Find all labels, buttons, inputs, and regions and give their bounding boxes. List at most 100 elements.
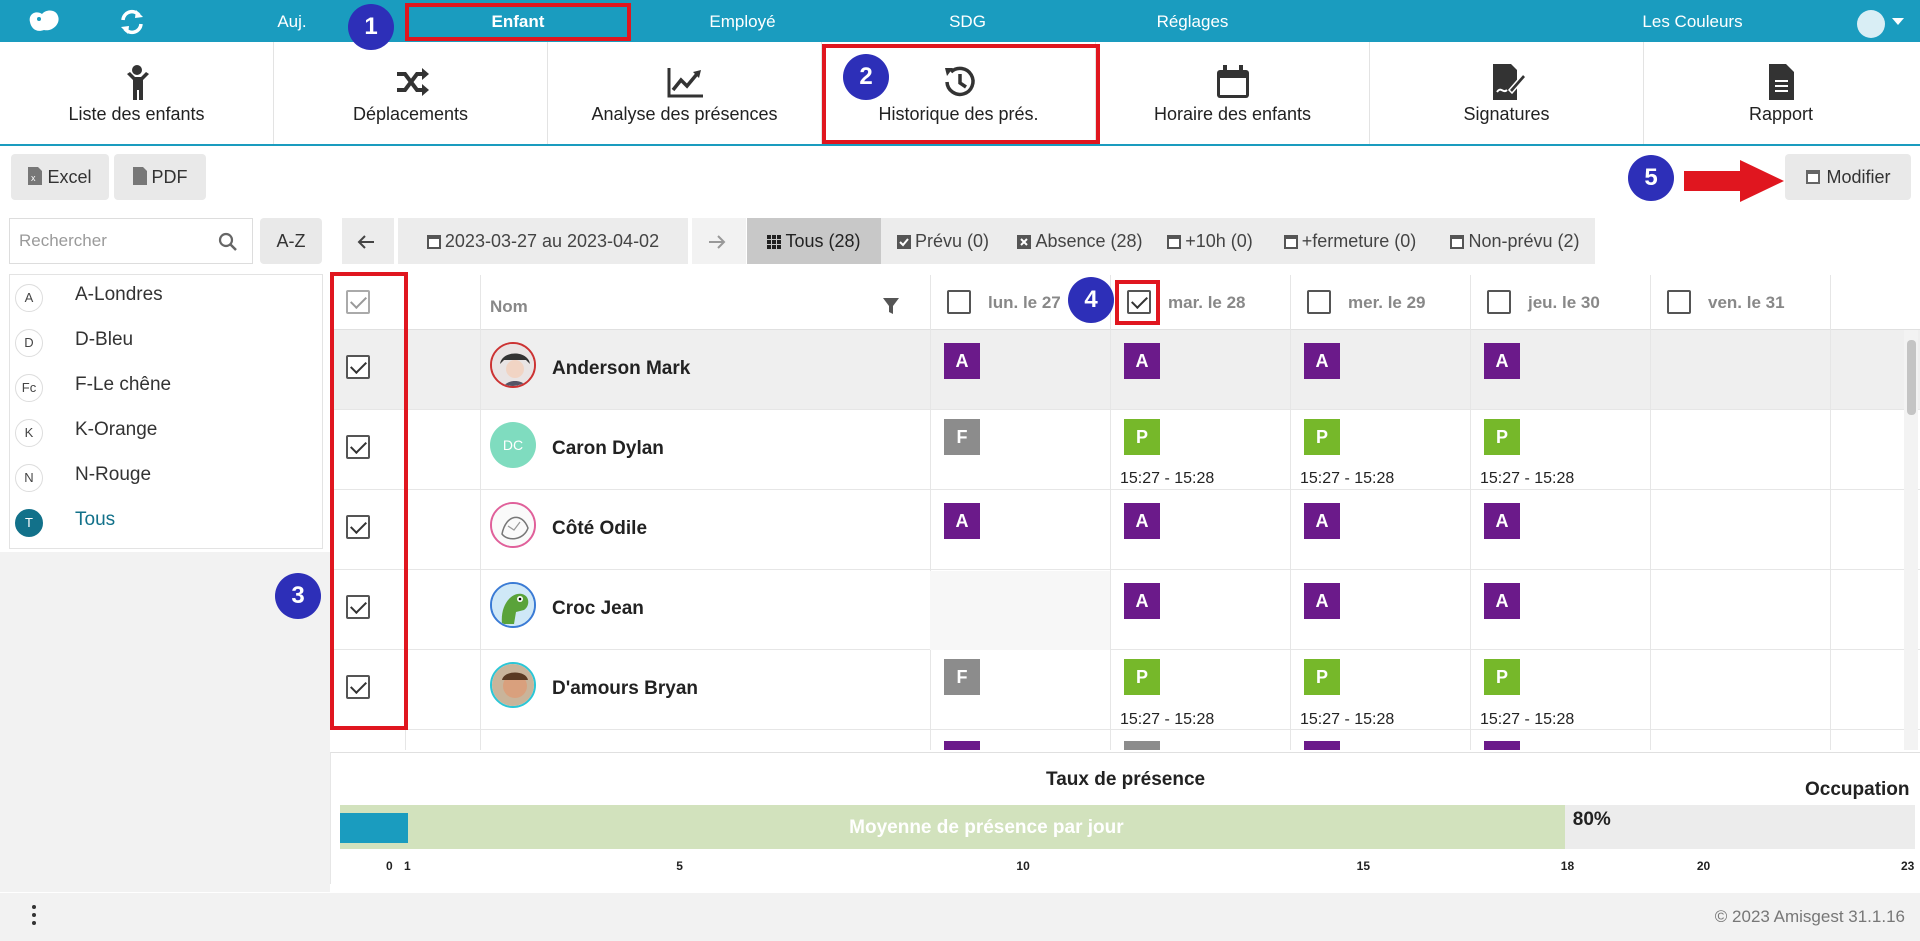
table-row[interactable] bbox=[330, 570, 1920, 650]
day-checkbox-mer[interactable] bbox=[1307, 290, 1331, 314]
filter-tab-10h[interactable]: +10h (0) bbox=[1155, 218, 1265, 264]
export-pdf-button[interactable]: PDF bbox=[114, 154, 206, 200]
user-menu-chevron-icon[interactable] bbox=[1892, 18, 1904, 25]
table-row[interactable] bbox=[330, 490, 1920, 570]
attendance-code[interactable]: A bbox=[1484, 503, 1520, 539]
nav-enfant[interactable]: Enfant bbox=[491, 12, 545, 31]
tool-deplacements[interactable]: Déplacements bbox=[274, 42, 548, 144]
next-week-button[interactable] bbox=[692, 218, 746, 264]
filter-tab-prevu[interactable]: Prévu (0) bbox=[881, 218, 1005, 264]
row-checkbox[interactable] bbox=[346, 435, 370, 459]
tool-rapport[interactable]: Rapport bbox=[1644, 42, 1918, 144]
nav-sdg[interactable]: SDG bbox=[949, 12, 986, 31]
filter-tab-non-prevu[interactable]: Non-prévu (2) bbox=[1435, 218, 1595, 264]
attendance-code[interactable]: P bbox=[1304, 659, 1340, 695]
attendance-code[interactable]: P bbox=[1124, 659, 1160, 695]
attendance-code[interactable]: F bbox=[944, 419, 980, 455]
annotation-highlight-enfant bbox=[405, 3, 631, 41]
nav-employe[interactable]: Employé bbox=[709, 12, 776, 31]
child-name[interactable]: Croc Jean bbox=[552, 598, 644, 619]
organization-name[interactable]: Les Couleurs bbox=[1642, 12, 1743, 31]
tool-liste-enfants[interactable]: Liste des enfants bbox=[0, 42, 274, 144]
chart-title: Taux de présence bbox=[1046, 769, 1206, 790]
user-avatar-icon[interactable] bbox=[1857, 10, 1885, 38]
filter-bar: 2023-03-27 au 2023-04-02 Tous (28) Prévu… bbox=[340, 218, 1640, 264]
search-icon[interactable] bbox=[218, 232, 238, 252]
export-excel-button[interactable]: x Excel bbox=[11, 154, 109, 200]
filter-tab-tous[interactable]: Tous (28) bbox=[747, 218, 881, 264]
axis-tick-label: 1 bbox=[404, 859, 411, 873]
tool-historique-presences[interactable]: Historique des prés. bbox=[822, 42, 1096, 144]
filter-tab-absence[interactable]: Absence (28) bbox=[1005, 218, 1155, 264]
modify-button[interactable]: Modifier bbox=[1785, 154, 1911, 200]
more-options-icon[interactable] bbox=[32, 903, 36, 927]
annotation-step-3: 3 bbox=[275, 573, 321, 619]
row-checkbox[interactable] bbox=[346, 675, 370, 699]
day-checkbox-lun[interactable] bbox=[947, 290, 971, 314]
attendance-code[interactable]: A bbox=[1484, 343, 1520, 379]
annotation-step-4: 4 bbox=[1068, 277, 1114, 323]
group-item-a-londres[interactable]: A A-Londres bbox=[10, 275, 322, 320]
name-column-header[interactable]: Nom bbox=[490, 297, 528, 316]
attendance-code[interactable]: A bbox=[1124, 343, 1160, 379]
nav-reglages[interactable]: Réglages bbox=[1156, 12, 1229, 31]
attendance-code[interactable]: P bbox=[1484, 419, 1520, 455]
day-checkbox-jeu[interactable] bbox=[1487, 290, 1511, 314]
child-name[interactable]: Caron Dylan bbox=[552, 438, 664, 459]
attendance-code[interactable]: A bbox=[944, 343, 980, 379]
attendance-code[interactable]: P bbox=[1484, 659, 1520, 695]
row-checkbox[interactable] bbox=[346, 355, 370, 379]
annotation-step-2: 2 bbox=[843, 54, 889, 100]
capacity-bar bbox=[340, 805, 1565, 849]
group-item-d-bleu[interactable]: D D-Bleu bbox=[10, 320, 322, 365]
select-all-checkbox[interactable] bbox=[346, 290, 370, 314]
tool-signatures[interactable]: Signatures bbox=[1370, 42, 1644, 144]
attendance-code[interactable]: A bbox=[1304, 503, 1340, 539]
group-item-k-orange[interactable]: K K-Orange bbox=[10, 410, 322, 455]
sync-icon[interactable] bbox=[118, 8, 146, 36]
arrow-right-icon bbox=[709, 235, 726, 249]
group-item-n-rouge[interactable]: N N-Rouge bbox=[10, 455, 322, 500]
attendance-code[interactable]: A bbox=[1124, 583, 1160, 619]
tool-analyse-presences[interactable]: Analyse des présences bbox=[548, 42, 822, 144]
attendance-code[interactable]: A bbox=[1124, 503, 1160, 539]
average-presence-bar bbox=[340, 813, 409, 843]
previous-week-button[interactable] bbox=[342, 218, 394, 264]
occupation-label: Occupation bbox=[1805, 779, 1910, 800]
table-row[interactable] bbox=[330, 410, 1920, 490]
column-divider bbox=[1110, 275, 1111, 750]
attendance-code[interactable]: P bbox=[1124, 419, 1160, 455]
day-checkbox-mar[interactable] bbox=[1127, 290, 1151, 314]
child-name[interactable]: D'amours Bryan bbox=[552, 678, 699, 699]
child-name[interactable]: Anderson Mark bbox=[552, 358, 691, 379]
attendance-code[interactable]: P bbox=[1304, 419, 1340, 455]
day-checkbox-ven[interactable] bbox=[1667, 290, 1691, 314]
attendance-code[interactable]: A bbox=[944, 503, 980, 539]
row-checkbox[interactable] bbox=[346, 595, 370, 619]
attendance-code[interactable]: F bbox=[944, 659, 980, 695]
sort-az-button[interactable]: A-Z bbox=[260, 218, 322, 264]
column-divider bbox=[930, 275, 931, 750]
empty-day-cell[interactable] bbox=[930, 571, 1110, 650]
table-row[interactable] bbox=[330, 650, 1920, 730]
day-header: mer. le 29 bbox=[1348, 293, 1426, 312]
annotation-step-1: 1 bbox=[348, 4, 394, 50]
grid-scrollbar[interactable] bbox=[1904, 330, 1918, 750]
tool-horaire-enfants[interactable]: Horaire des enfants bbox=[1096, 42, 1370, 144]
filter-tab-fermeture[interactable]: +fermeture (0) bbox=[1265, 218, 1435, 264]
row-checkbox[interactable] bbox=[346, 515, 370, 539]
attendance-code[interactable]: A bbox=[1304, 343, 1340, 379]
scrollbar-thumb[interactable] bbox=[1907, 340, 1916, 415]
attendance-code[interactable]: A bbox=[1304, 583, 1340, 619]
annotation-highlight-historique bbox=[822, 44, 1100, 144]
search-input[interactable] bbox=[10, 219, 210, 263]
nav-today[interactable]: Auj. bbox=[277, 12, 307, 31]
group-item-f-le-chene[interactable]: Fc F-Le chêne bbox=[10, 365, 322, 410]
attendance-code[interactable]: A bbox=[1484, 583, 1520, 619]
group-item-tous[interactable]: T Tous bbox=[10, 500, 322, 545]
app-logo-icon[interactable] bbox=[26, 8, 62, 34]
filter-funnel-icon[interactable] bbox=[882, 297, 900, 315]
date-range-picker[interactable]: 2023-03-27 au 2023-04-02 bbox=[398, 218, 688, 264]
child-name[interactable]: Côté Odile bbox=[552, 518, 648, 539]
copyright: © 2023 Amisgest 31.1.16 bbox=[1714, 907, 1905, 926]
